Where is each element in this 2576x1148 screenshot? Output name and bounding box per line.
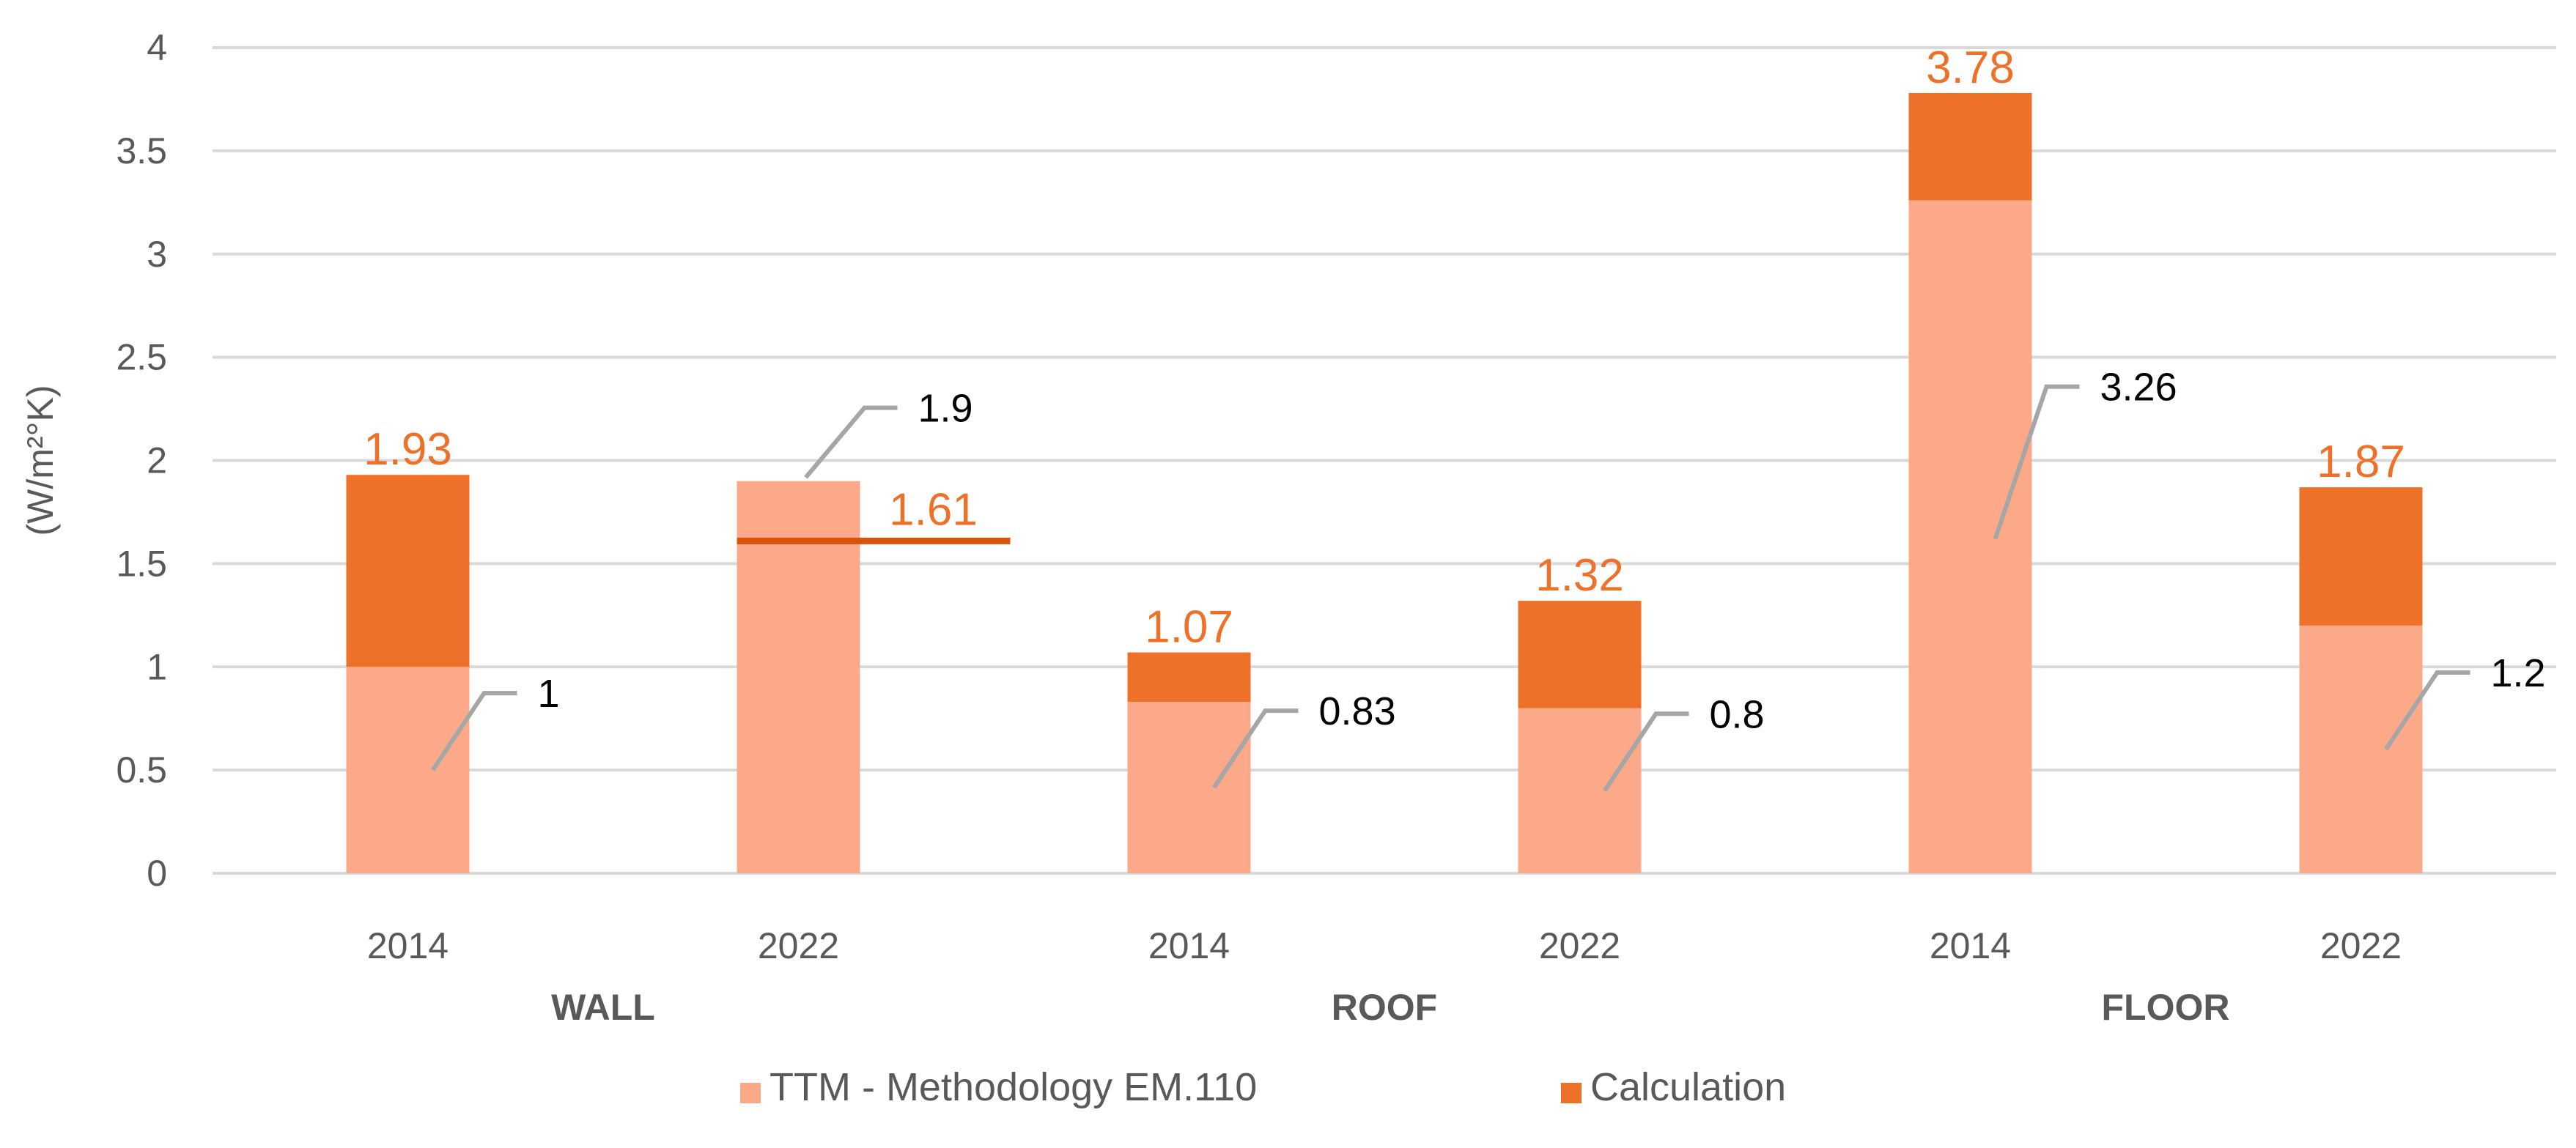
bar-ttm <box>737 481 860 873</box>
reference-line-label: 1.61 <box>889 484 978 535</box>
x-tick-label: 2022 <box>758 925 839 966</box>
group-label: FLOOR <box>2102 987 2230 1028</box>
calculation-segment-label: 0.67 <box>2325 537 2396 578</box>
y-tick-label: 2 <box>147 440 167 481</box>
y-tick-label: 4 <box>147 27 167 68</box>
ttm-value-label: 1 <box>538 672 560 716</box>
x-tick-label: 2014 <box>367 925 449 966</box>
total-value-label: 1.93 <box>363 424 452 475</box>
y-tick-label: 3 <box>147 234 167 275</box>
y-tick-label: 1.5 <box>116 543 167 584</box>
total-value-label: 1.87 <box>2317 437 2405 487</box>
total-value-label: 1.07 <box>1145 602 1233 653</box>
bar-calculation <box>346 475 470 667</box>
callout-leader-line <box>804 405 898 479</box>
ttm-value-label: 0.8 <box>1710 692 1765 736</box>
axes: 0 0.5 1 1.5 2 2.5 3 3.5 4 (W/m²°K) 2014 2022 2014 202… <box>20 27 2402 1028</box>
bars <box>346 92 2423 873</box>
legend-label-ttm: TTM - Methodology EM.110 <box>770 1065 1257 1109</box>
group-label: ROOF <box>1332 987 1437 1028</box>
x-tick-label: 2022 <box>2320 925 2402 966</box>
bar-ttm <box>2299 625 2423 873</box>
callout-leader-line <box>1993 384 2080 540</box>
ttm-value-label: 3.26 <box>2100 366 2177 410</box>
gridlines <box>213 46 2556 875</box>
ttm-value-label: 1.9 <box>918 387 973 431</box>
x-tick-label: 2014 <box>1148 925 1230 966</box>
y-axis-title: (W/m²°K) <box>20 385 61 536</box>
bar-calculation <box>1127 652 1251 703</box>
callout-leader-line <box>1603 711 1689 792</box>
callout-leader-line <box>2384 670 2470 751</box>
x-tick-label: 2014 <box>1930 925 2011 966</box>
calculation-segment-label: 0.93 <box>372 551 443 592</box>
bar-ttm <box>1518 708 1642 873</box>
legend-label-calculation: Calculation <box>1590 1065 1786 1109</box>
y-tick-label: 0.5 <box>116 749 167 790</box>
ttm-value-label: 0.83 <box>1319 689 1396 733</box>
legend-swatch-calculation <box>1561 1083 1582 1103</box>
callout-leader-line <box>1212 708 1299 789</box>
data-labels: 0.93 1.93 0.241.07 0.52 1.32 0.52 3.78 0.67 1.87… <box>363 42 2546 792</box>
y-tick-label: 1 <box>147 646 167 687</box>
legend-swatch-ttm <box>740 1083 761 1103</box>
calculation-segment-label: 0.24 <box>1154 657 1225 698</box>
bar-calculation <box>1518 601 1642 708</box>
bar-ttm <box>1127 702 1251 873</box>
x-tick-label: 2022 <box>1539 925 1620 966</box>
callout-leader-line <box>431 691 517 771</box>
group-label: WALL <box>551 987 655 1028</box>
calculation-segment-label: 0.52 <box>1544 634 1615 675</box>
total-value-label: 1.32 <box>1535 550 1624 601</box>
bar-ttm <box>1908 200 2032 873</box>
y-tick-label: 0 <box>147 853 167 894</box>
total-value-label: 3.78 <box>1926 42 2015 93</box>
y-tick-label: 3.5 <box>116 130 167 171</box>
legend: TTM - Methodology EM.110 Calculation <box>740 1065 1786 1109</box>
bar-ttm <box>346 667 470 873</box>
bar-calculation <box>1908 92 2032 201</box>
y-tick-label: 2.5 <box>116 337 167 378</box>
bar-calculation <box>2299 487 2423 626</box>
ttm-value-label: 1.2 <box>2491 651 2546 695</box>
calculation-segment-label: 0.52 <box>1935 127 2006 168</box>
